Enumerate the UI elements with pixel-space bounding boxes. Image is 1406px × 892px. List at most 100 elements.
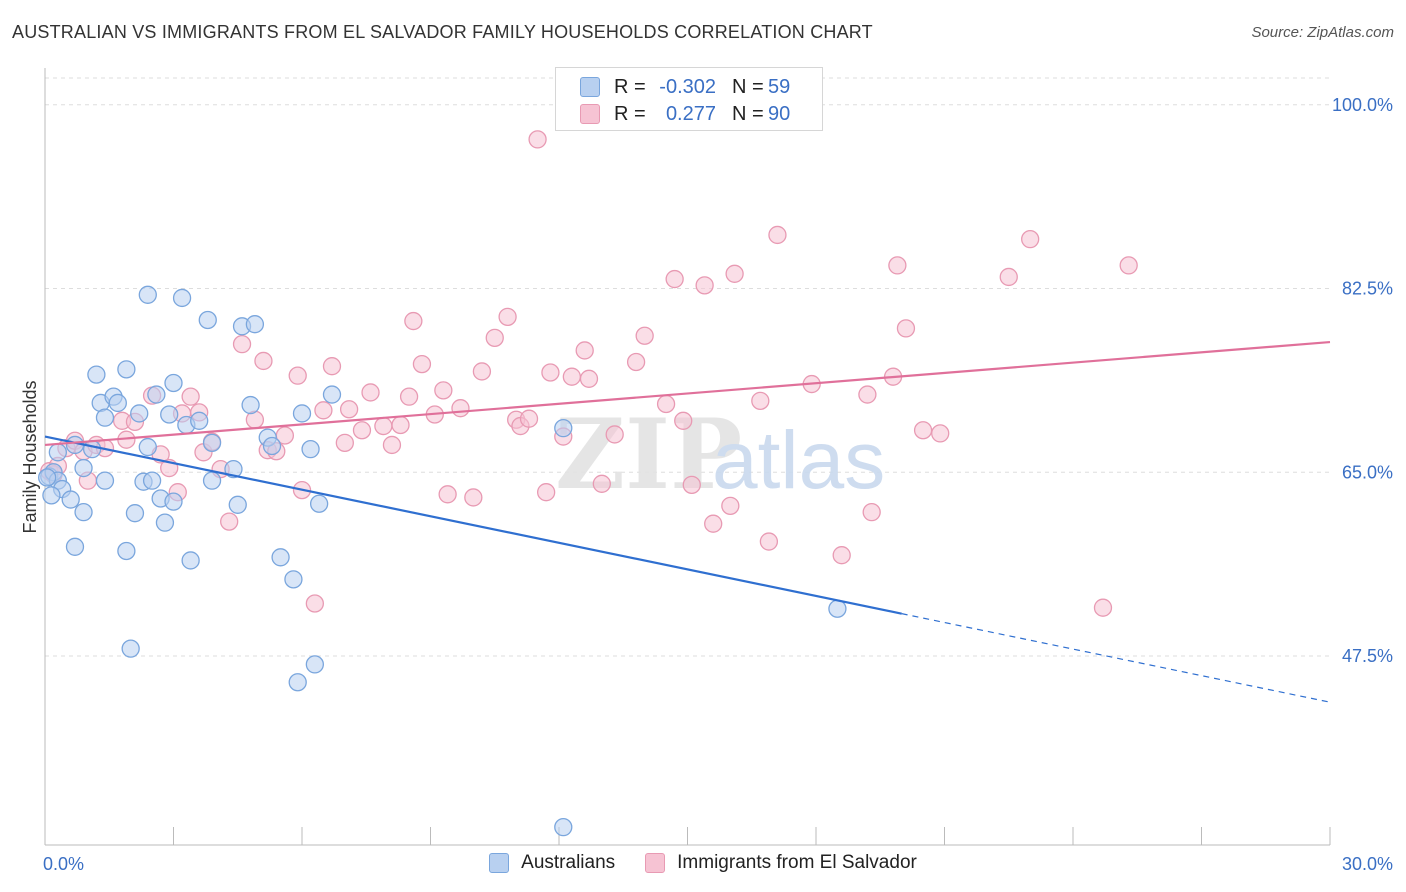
salvador-point [335, 433, 354, 453]
legend-n-value: 59 [768, 75, 791, 98]
y-tick-label: 82.5% [1342, 279, 1393, 299]
salvador-point [656, 394, 676, 414]
watermark: ZIP atlas [555, 398, 885, 511]
salvador-point [768, 225, 787, 245]
salvador-point [896, 319, 916, 338]
australians-point [202, 471, 222, 490]
salvador-point [1021, 229, 1040, 249]
legend-row-australians: R = -0.302 N = 59 [580, 73, 790, 101]
salvador-point [464, 488, 483, 507]
legend-item-australians[interactable]: Australians [489, 852, 615, 874]
salvador-point [674, 411, 693, 430]
watermark-zip: ZIP [555, 398, 742, 511]
australians-point [108, 393, 127, 413]
salvador-point [434, 381, 453, 400]
salvador-point [913, 421, 933, 440]
australians-point [305, 655, 325, 674]
australians-point [322, 385, 342, 404]
salvador-label: Immigrants from El Salvador [677, 852, 917, 873]
australians-point [288, 673, 307, 692]
salvador-point [725, 264, 744, 283]
salvador-point [832, 546, 851, 565]
salvador-point [635, 326, 654, 345]
australians-point [121, 639, 140, 658]
australians-point [82, 439, 102, 459]
australians-point [181, 551, 200, 570]
australians-point [554, 818, 573, 837]
australians-point [309, 494, 329, 513]
salvador-point [288, 366, 307, 385]
australians-point [48, 443, 67, 462]
salvador-point [339, 400, 359, 419]
legend-row-salvador: R = 0.277 N = 90 [580, 100, 790, 128]
australians-point [271, 548, 290, 567]
australians-point [202, 433, 222, 453]
legend-swatch-blue [580, 77, 600, 97]
australians-label: Australians [521, 852, 616, 873]
legend-r-label: R = [614, 75, 646, 98]
salvador-point [391, 415, 410, 435]
salvador-point [537, 483, 556, 502]
australians-trend-extension [901, 613, 1331, 703]
legend-n-label: N = [732, 102, 764, 125]
australians-point [117, 541, 136, 561]
australians-point [130, 404, 149, 423]
salvador-point [541, 363, 560, 382]
salvador-point [695, 276, 714, 295]
legend-n-label: N = [732, 75, 764, 98]
australians-point [147, 385, 166, 404]
australians-point [117, 360, 136, 379]
salvador-point [485, 328, 504, 348]
source-label: Source: ZipAtlas.com [1251, 24, 1394, 41]
salvador-point [665, 269, 684, 289]
salvador-point [528, 130, 547, 149]
salvador-point [1119, 256, 1138, 275]
salvador-point [451, 399, 470, 418]
australians-point [95, 471, 115, 490]
australians-point [74, 503, 93, 522]
australians-point [262, 436, 282, 456]
salvador-point [751, 391, 770, 411]
salvador-point [562, 367, 581, 386]
legend-item-salvador[interactable]: Immigrants from El Salvador [645, 852, 917, 874]
australians-point [190, 411, 209, 430]
salvador-point [704, 514, 723, 533]
y-tick-labels: 47.5% 65.0% 82.5% 100.0% [1332, 95, 1393, 666]
y-tick-label: 65.0% [1342, 462, 1393, 482]
salvador-point [862, 503, 881, 522]
series-legend: Australians Immigrants from El Salvador [0, 852, 1406, 874]
correlation-legend: R = -0.302 N = 59 R = 0.277 N = 90 [555, 67, 823, 131]
australians-point [245, 315, 265, 334]
australians-point [301, 439, 320, 459]
y-tick-label: 47.5% [1342, 646, 1393, 666]
salvador-point [592, 474, 611, 493]
salvador-point [305, 594, 325, 613]
chart-title: AUSTRALIAN VS IMMIGRANTS FROM EL SALVADO… [12, 22, 873, 42]
salvador-point [999, 267, 1018, 287]
salvador-point [438, 485, 457, 504]
salvador-point [519, 409, 539, 428]
salvador-point [254, 351, 273, 371]
salvador-point [682, 475, 701, 495]
australians-point [554, 418, 573, 438]
salvador-point [314, 401, 333, 420]
australians-point [87, 365, 106, 384]
australians-swatch [489, 853, 510, 873]
legend-n-value: 90 [768, 102, 791, 125]
salvador-point [575, 341, 594, 360]
watermark-atlas: atlas [712, 415, 885, 506]
salvador-point [931, 424, 950, 443]
salvador-point [1093, 598, 1113, 617]
salvador-point [626, 352, 646, 372]
australians-point [65, 537, 85, 556]
australians-point [224, 459, 243, 479]
australians-point [828, 599, 847, 618]
legend-r-label: R = [614, 102, 646, 125]
salvador-point [382, 435, 402, 455]
australians-point [138, 285, 157, 304]
salvador-point [232, 334, 252, 354]
salvador-point [220, 512, 239, 531]
australians-point [241, 395, 260, 415]
salvador-point [399, 387, 419, 406]
